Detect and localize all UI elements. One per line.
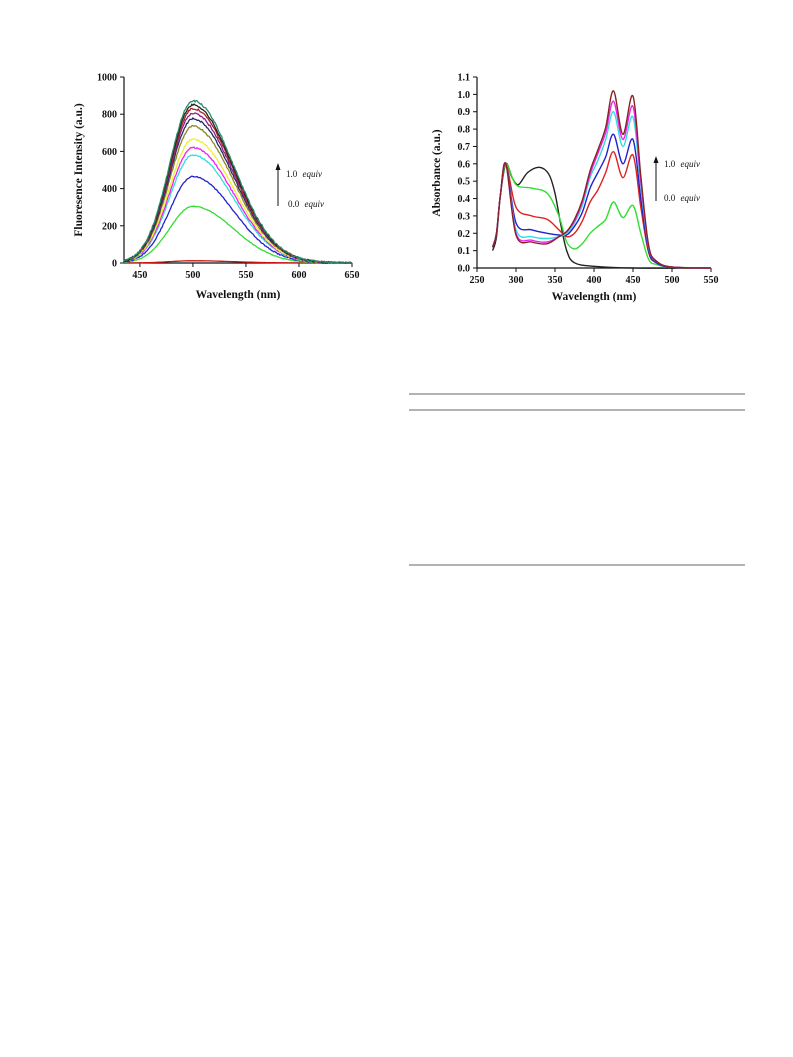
fluor-x-tick-label: 500 [185, 270, 200, 281]
abs-anno-bottom: 0.0 equiv [664, 193, 700, 203]
fluor-anno-bottom: 0.0 equiv [288, 199, 324, 209]
abs-y-axis-title: Absorbance (a.u.) [431, 129, 443, 216]
fluor-anno-top: 1.0 equiv [286, 169, 322, 179]
abs-x-tick-label: 450 [626, 275, 641, 286]
fluor-x-axis-title: Wavelength (nm) [196, 289, 281, 301]
fluor-y-tick-label: 400 [102, 184, 117, 195]
fluor-anno-top-value: 1.0 [286, 169, 298, 179]
abs-y-tick-label: 0.7 [458, 142, 471, 153]
fluor-y-tick-label: 1000 [97, 73, 117, 84]
abs-plot-area: 250 300 350 400 450 500 550 0.0 0.1 0.2 0.3 0.4 0.5 0… [458, 73, 719, 287]
fluor-y-tick-label: 200 [102, 221, 117, 232]
abs-y-tick-label: 0.0 [458, 264, 471, 275]
abs-y-tick-label: 0.3 [458, 211, 471, 222]
fluor-y-tick-label: 600 [102, 147, 117, 158]
abs-y-tick-label: 0.1 [458, 246, 471, 257]
abs-x-tick-label: 500 [665, 275, 680, 286]
abs-x-tick-label: 300 [509, 275, 524, 286]
abs-equiv-annotation: 1.0 equiv 0.0 equiv [653, 156, 700, 203]
abs-series-line [491, 133, 712, 269]
fluor-anno-bottom-unit: equiv [305, 199, 325, 209]
abs-x-tick-label: 550 [704, 275, 719, 286]
fluor-anno-top-unit: equiv [303, 169, 323, 179]
fluor-y-tick-label: 800 [102, 110, 117, 121]
fluor-arrow-head [275, 163, 281, 170]
fluor-series-line [123, 99, 352, 264]
fluor-x-tick-label: 550 [238, 270, 253, 281]
fluorescence-chart: 450 500 550 600 650 0 200 400 600 800 1000 Wavelen… [73, 73, 360, 302]
abs-x-tick-label: 250 [470, 275, 485, 286]
abs-series-line [491, 162, 712, 269]
abs-y-tick-label: 1.0 [458, 90, 471, 101]
abs-y-tick-label: 0.8 [458, 125, 471, 136]
abs-anno-top: 1.0 equiv [664, 159, 700, 169]
fluor-series-line [123, 124, 353, 264]
abs-x-axis-title: Wavelength (nm) [552, 291, 637, 303]
table-frame [409, 393, 745, 566]
abs-y-tick-label: 0.9 [458, 107, 471, 118]
fluor-y-axis-title: Fluoresence Intensity (a.u.) [73, 103, 85, 236]
fluor-x-tick-label: 650 [345, 270, 360, 281]
abs-y-tick-label: 0.6 [458, 159, 471, 170]
abs-series-line [491, 90, 712, 269]
fluor-y-tick-label: 0 [112, 259, 117, 270]
abs-x-tick-label: 350 [548, 275, 563, 286]
abs-series-line [491, 163, 712, 269]
abs-anno-top-value: 1.0 [664, 159, 676, 169]
abs-anno-bottom-value: 0.0 [664, 193, 676, 203]
abs-anno-top-unit: equiv [681, 159, 701, 169]
abs-arrow-head [653, 156, 659, 163]
fluor-x-tick-label: 600 [291, 270, 306, 281]
abs-anno-bottom-unit: equiv [681, 193, 701, 203]
fluor-equiv-annotation: 1.0 equiv 0.0 equiv [275, 163, 324, 209]
fluor-plot-area: 450 500 550 600 650 0 200 400 600 800 1000 [97, 73, 360, 282]
abs-y-tick-label: 0.4 [458, 194, 471, 205]
absorbance-chart: 250 300 350 400 450 500 550 0.0 0.1 0.2 0.3 0.4 0.5 0… [431, 73, 719, 304]
abs-x-tick-label: 400 [587, 275, 602, 286]
abs-series-line [491, 151, 712, 269]
abs-y-tick-label: 1.1 [458, 73, 471, 84]
fluor-x-tick-label: 450 [132, 270, 147, 281]
abs-y-tick-label: 0.2 [458, 229, 471, 240]
fluor-anno-bottom-value: 0.0 [288, 199, 300, 209]
abs-y-tick-label: 0.5 [458, 177, 471, 188]
abs-series-line [491, 110, 712, 269]
